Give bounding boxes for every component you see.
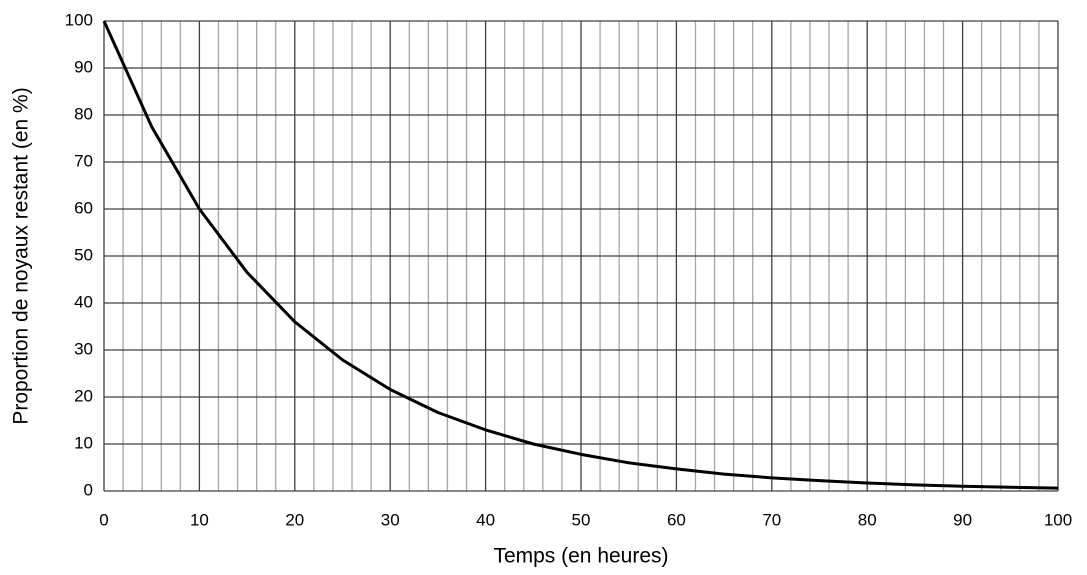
- y-tick-label: 30: [74, 339, 93, 358]
- y-tick-label: 90: [74, 57, 93, 76]
- y-tick-label: 10: [74, 433, 93, 452]
- x-tick-label: 90: [953, 510, 972, 529]
- x-tick-label: 30: [381, 510, 400, 529]
- x-tick-label: 0: [99, 510, 108, 529]
- x-tick-label: 80: [858, 510, 877, 529]
- y-tick-label: 80: [74, 104, 93, 123]
- x-tick-label: 70: [762, 510, 781, 529]
- x-tick-label: 40: [476, 510, 495, 529]
- x-tick-label: 60: [667, 510, 686, 529]
- x-tick-label: 20: [285, 510, 304, 529]
- y-tick-label: 50: [74, 245, 93, 264]
- x-tick-label: 100: [1044, 510, 1072, 529]
- y-tick-label: 20: [74, 386, 93, 405]
- x-tick-label: 10: [190, 510, 209, 529]
- y-tick-label: 0: [84, 480, 93, 499]
- y-axis-title: Proportion de noyaux restant (en %): [10, 87, 33, 424]
- y-tick-label: 100: [65, 10, 93, 29]
- x-axis-title: Temps (en heures): [493, 545, 668, 568]
- y-tick-label: 60: [74, 198, 93, 217]
- y-tick-label: 70: [74, 151, 93, 170]
- y-tick-label: 40: [74, 292, 93, 311]
- x-tick-label: 50: [572, 510, 591, 529]
- data-line: [102, 20, 1059, 490]
